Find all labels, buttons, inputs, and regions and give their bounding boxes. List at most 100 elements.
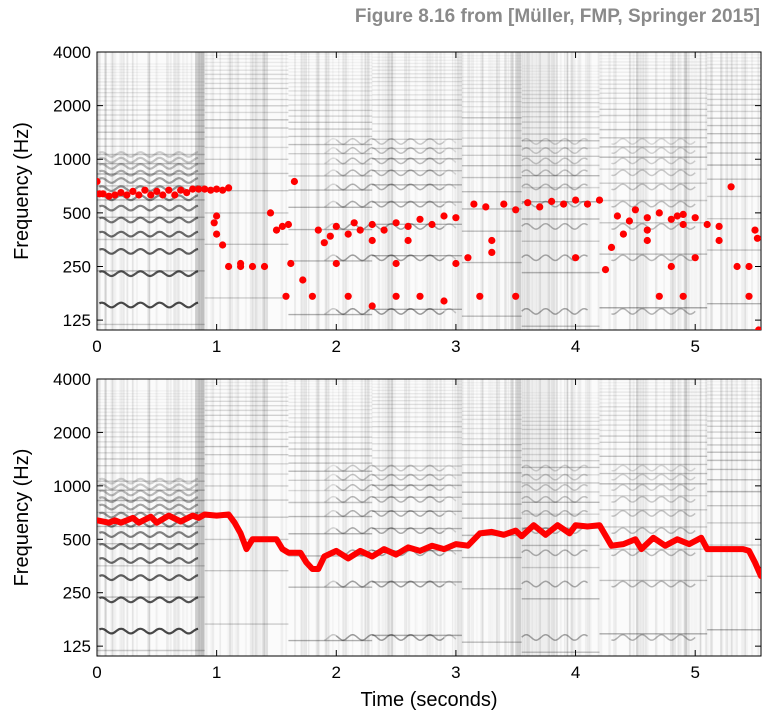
melody-point xyxy=(727,183,735,191)
x-tick-label: 2 xyxy=(332,663,341,682)
melody-point xyxy=(673,212,681,220)
melody-point xyxy=(715,222,723,230)
x-tick-label: 0 xyxy=(92,337,101,356)
melody-point xyxy=(470,200,478,208)
melody-point xyxy=(691,214,699,222)
y-tick-label: 1000 xyxy=(53,150,91,169)
melody-point xyxy=(601,266,610,274)
melody-point xyxy=(129,187,137,195)
melody-point xyxy=(452,214,460,222)
melody-point xyxy=(583,200,592,208)
y-axis-label: Frequency (Hz) xyxy=(11,122,33,260)
melody-point xyxy=(299,276,307,284)
melody-point xyxy=(165,186,173,194)
y-tick-label: 4000 xyxy=(53,43,91,62)
melody-point xyxy=(572,196,580,204)
melody-point xyxy=(733,262,741,271)
melody-point xyxy=(219,186,227,194)
melody-point xyxy=(643,214,651,222)
x-tick-label: 4 xyxy=(571,663,580,682)
x-axis-label: Time (seconds) xyxy=(360,689,497,711)
melody-point xyxy=(171,191,179,199)
melody-point xyxy=(201,185,209,193)
melody-point xyxy=(332,259,340,268)
melody-point xyxy=(753,234,761,242)
melody-point xyxy=(643,236,651,245)
melody-point xyxy=(625,217,634,225)
melody-point xyxy=(416,215,424,223)
y-axis-label: Frequency (Hz) xyxy=(11,449,33,587)
melody-point xyxy=(548,197,556,205)
x-tick-label: 1 xyxy=(212,337,221,356)
y-tick-label: 4000 xyxy=(53,370,91,389)
melody-point xyxy=(745,262,753,271)
melody-point xyxy=(524,199,532,207)
melody-point xyxy=(272,226,281,234)
melody-point xyxy=(745,292,753,300)
melody-point xyxy=(368,236,376,245)
melody-point xyxy=(308,292,316,300)
melody-point xyxy=(464,254,472,262)
melody-point xyxy=(643,226,651,234)
melody-point xyxy=(344,230,352,238)
melody-point xyxy=(595,196,604,204)
melody-point xyxy=(210,219,218,227)
melody-point xyxy=(290,177,298,186)
melody-point xyxy=(452,259,460,268)
melody-point xyxy=(195,185,203,193)
axes-frame xyxy=(96,51,762,331)
melody-point xyxy=(213,230,221,238)
melody-point xyxy=(284,220,292,229)
melody-point xyxy=(691,254,699,262)
melody-point xyxy=(99,190,107,198)
top-panel: 125 250 500 1000 2000 4000 0 1 2 3 4 5 Frequency (Hz… xyxy=(11,43,762,356)
melody-point xyxy=(260,262,269,271)
melody-point xyxy=(314,226,322,234)
y-tick-label: 500 xyxy=(63,204,91,223)
y-tick-label: 250 xyxy=(63,584,91,603)
melody-point xyxy=(679,220,687,229)
melody-point xyxy=(237,259,245,268)
melody-point xyxy=(320,239,328,247)
melody-point xyxy=(392,259,400,268)
melody-point xyxy=(572,254,580,262)
melody-point xyxy=(679,210,687,218)
y-tick-label: 500 xyxy=(63,530,91,549)
melody-point xyxy=(619,230,628,238)
melody-point xyxy=(350,219,358,227)
y-tick-label: 2000 xyxy=(53,423,91,442)
melody-point xyxy=(428,220,436,229)
figure-title: Figure 8.16 from [Müller, FMP, Springer … xyxy=(354,6,760,27)
melody-point xyxy=(141,186,149,194)
melody-point xyxy=(392,219,400,227)
melody-point xyxy=(679,292,687,300)
melody-point xyxy=(482,203,490,211)
melody-point xyxy=(282,292,290,300)
melody-point xyxy=(755,326,761,330)
melody-point xyxy=(189,185,197,193)
melody-point xyxy=(356,226,364,234)
x-tick-label: 5 xyxy=(690,337,699,356)
melody-point xyxy=(332,222,340,230)
x-tick-label: 3 xyxy=(451,663,460,682)
melody-point xyxy=(512,292,520,300)
melody-point xyxy=(123,191,131,199)
y-tick-label: 250 xyxy=(63,257,91,276)
y-tick-label: 1000 xyxy=(53,477,91,496)
melody-point xyxy=(97,177,101,186)
melody-point xyxy=(404,236,412,245)
bottom-panel: 125 250 500 1000 2000 4000 0 1 2 3 4 5 Frequency (Hz… xyxy=(11,370,762,711)
melody-point xyxy=(500,200,508,208)
x-tick-label: 2 xyxy=(332,337,341,356)
x-tick-label: 1 xyxy=(212,663,221,682)
melody-point xyxy=(111,191,119,199)
melody-point xyxy=(207,186,215,194)
melody-point xyxy=(183,189,191,197)
melody-point xyxy=(488,236,496,245)
melody-point xyxy=(159,191,167,199)
melody-point xyxy=(225,184,233,192)
melody-point xyxy=(667,262,675,271)
y-tick-label: 2000 xyxy=(53,97,91,116)
melody-point xyxy=(213,212,221,220)
